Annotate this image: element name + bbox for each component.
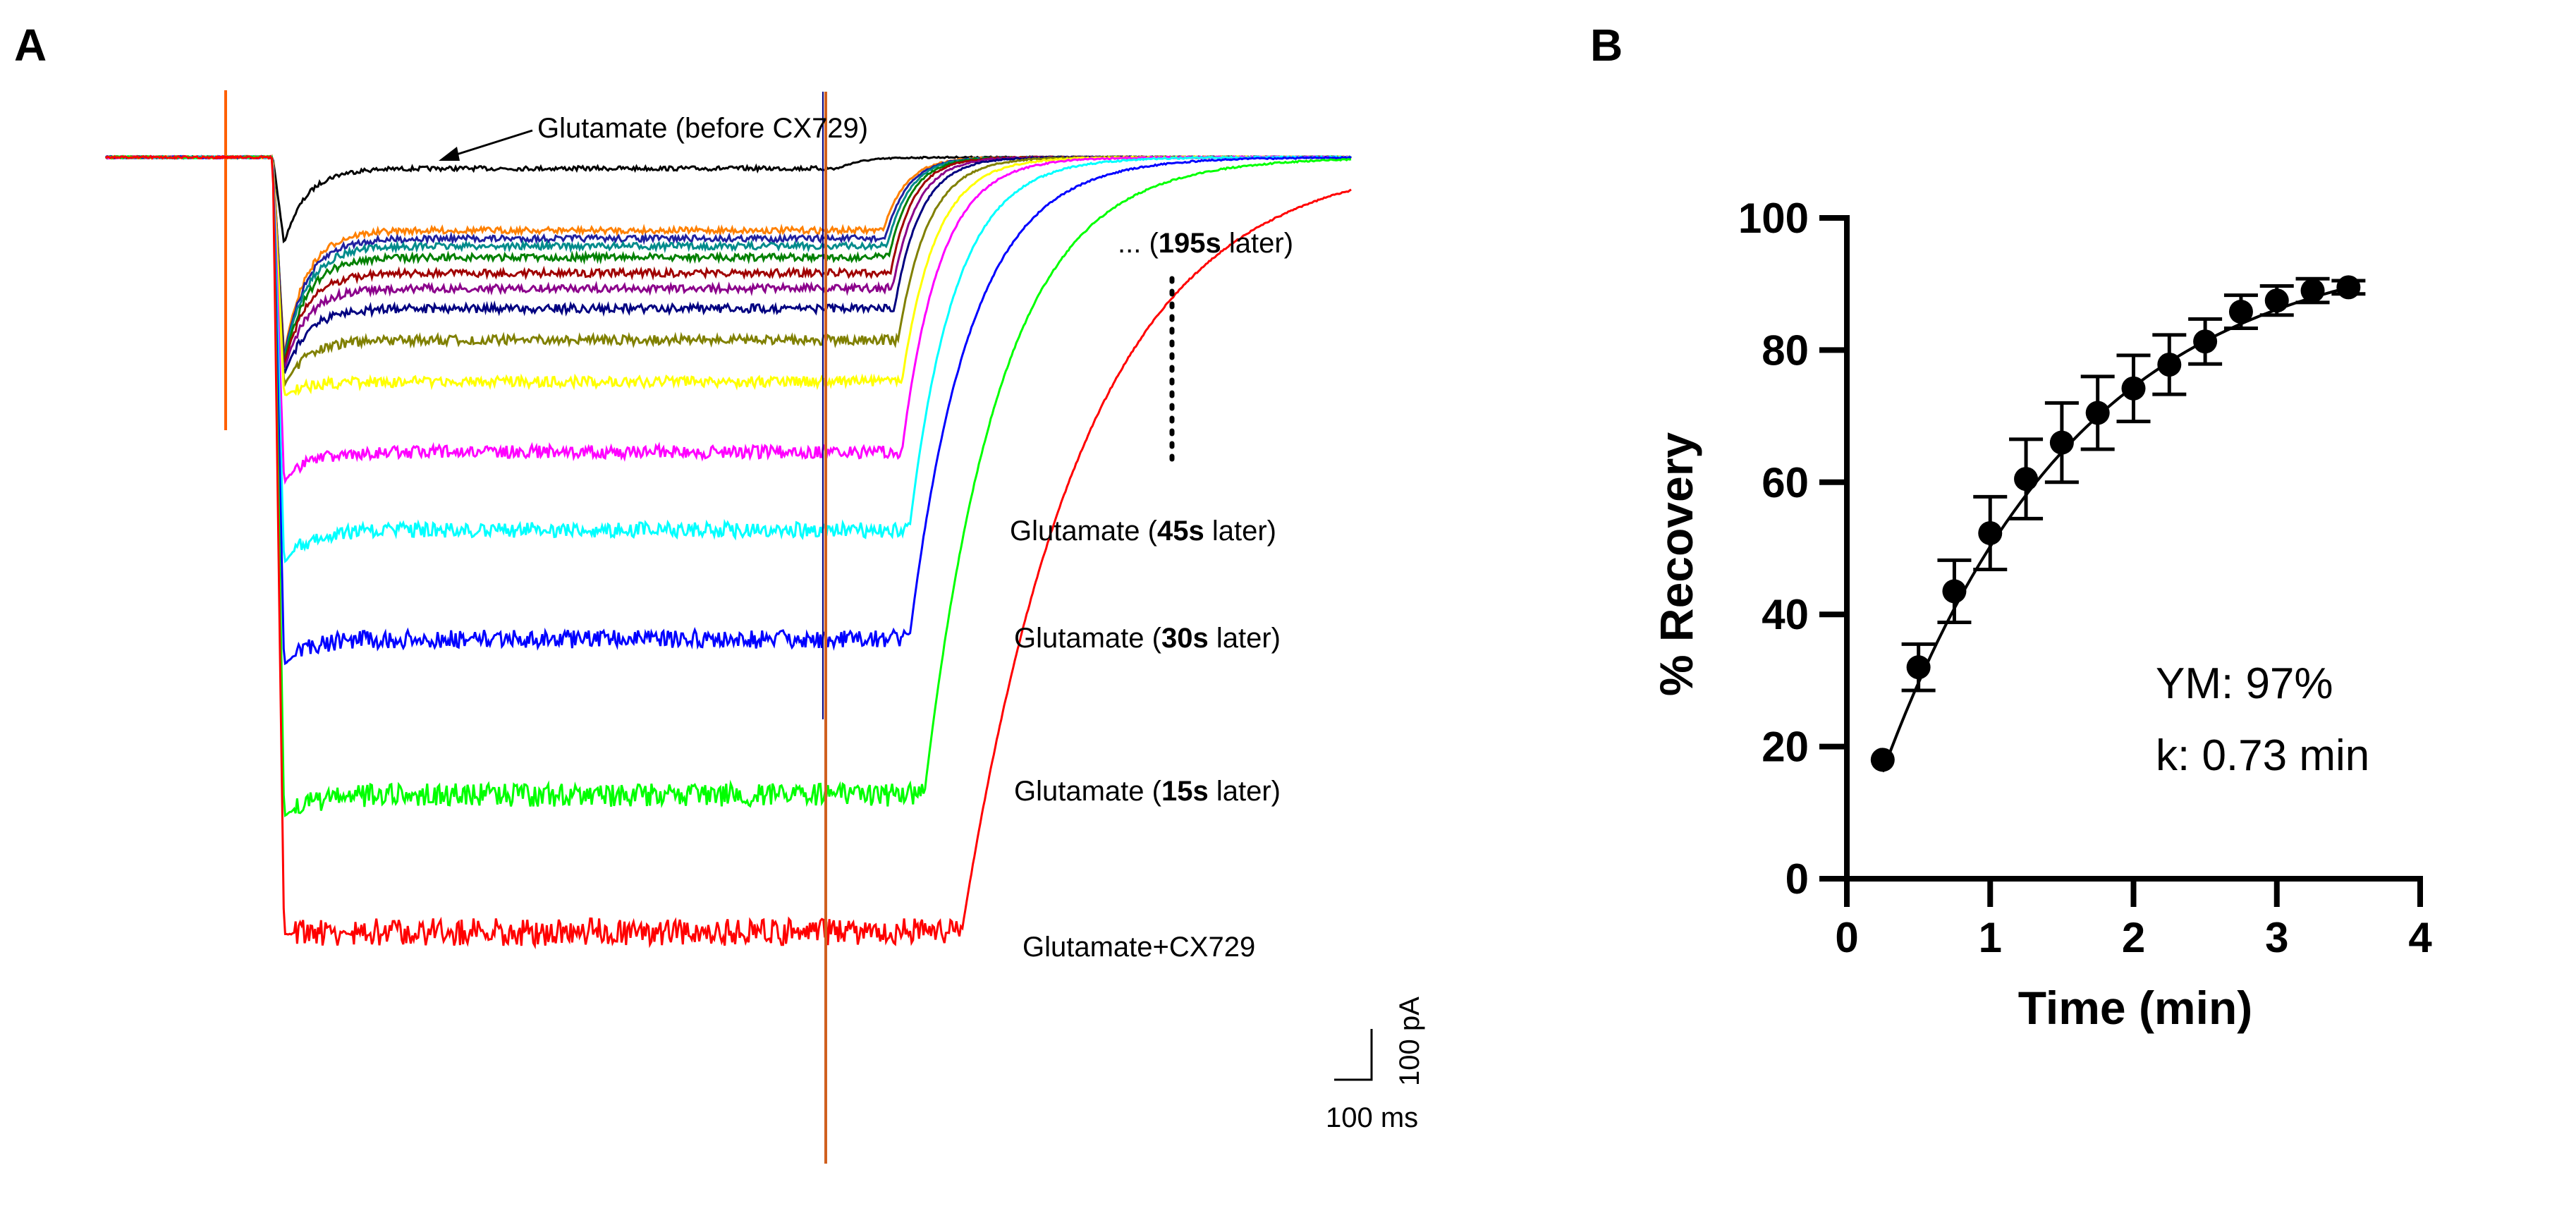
x-tick-label: 2 [2122, 914, 2145, 961]
trace-11 [105, 154, 1352, 563]
label-15s: Glutamate (15s later) [1014, 776, 1281, 807]
data-point [2049, 430, 2074, 455]
label-195s: ... (195s later) [1118, 228, 1293, 259]
trace-13 [105, 154, 1352, 817]
y-tick-label: 100 [1738, 195, 1809, 242]
data-point [2228, 300, 2253, 324]
y-tick-label: 0 [1786, 855, 1809, 903]
fit-k-annotation: k: 0.73 min [2156, 731, 2369, 780]
y-axis-title: % Recovery [1650, 432, 1702, 697]
arrow-head [439, 147, 460, 161]
y-tick-label: 80 [1762, 327, 1809, 374]
x-tick-label: 1 [1979, 914, 2002, 961]
scale-bar-time-label: 100 ms [1326, 1102, 1418, 1133]
data-point [2014, 467, 2039, 492]
y-tick-label: 20 [1762, 724, 1809, 771]
x-axis-title: Time (min) [2018, 982, 2252, 1034]
x-tick-label: 4 [2408, 914, 2432, 961]
data-point [1942, 579, 1967, 604]
label-45s: Glutamate (45s later) [1010, 516, 1276, 547]
data-point [2085, 401, 2110, 425]
y-tick-label: 60 [1762, 459, 1809, 506]
panel-a-label: A [14, 20, 47, 71]
arrow-line [449, 129, 533, 158]
data-point [1906, 655, 1931, 680]
panel-b-label: B [1590, 20, 1623, 71]
data-point [2336, 275, 2361, 300]
trace-7 [105, 154, 1352, 374]
trace-8 [105, 154, 1352, 387]
x-tick-label: 0 [1835, 914, 1858, 961]
trace-10 [105, 154, 1352, 485]
fit-ym-annotation: YM: 97% [2156, 659, 2333, 708]
data-point [2121, 376, 2146, 401]
data-point [2300, 279, 2325, 303]
trace-12 [105, 154, 1352, 666]
data-point [2193, 329, 2218, 354]
data-point [1978, 520, 2003, 545]
label-cx729: Glutamate+CX729 [1023, 932, 1255, 963]
label-30s: Glutamate (30s later) [1014, 623, 1281, 654]
current-traces [104, 154, 1352, 950]
scale-bar-current-label: 100 pA [1394, 996, 1425, 1086]
data-point [2264, 288, 2289, 313]
scale-bar [1334, 1029, 1373, 1081]
y-tick-label: 40 [1762, 591, 1809, 638]
x-tick-label: 3 [2265, 914, 2288, 961]
data-point [2157, 353, 2182, 377]
trace-14 [104, 154, 1352, 950]
data-point [1870, 748, 1895, 772]
label-before-cx729: Glutamate (before CX729) [537, 113, 868, 144]
